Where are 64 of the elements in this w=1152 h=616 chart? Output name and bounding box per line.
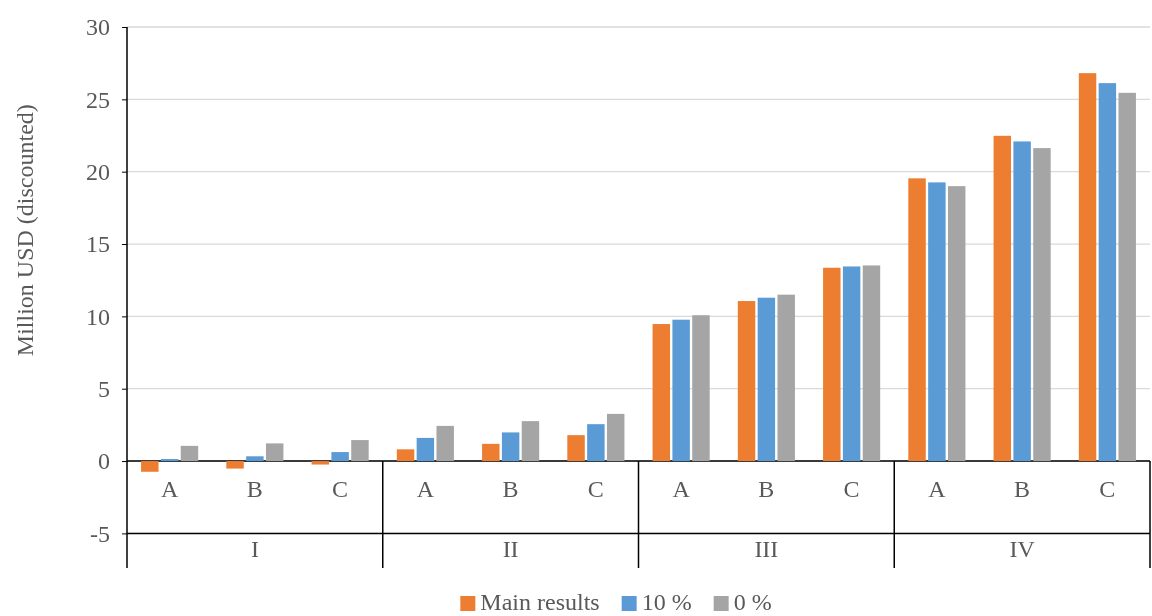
x-tick-label: C <box>1099 476 1116 503</box>
x-tick-label: C <box>843 476 860 503</box>
bar <box>757 297 776 462</box>
bar <box>436 425 454 462</box>
bar <box>928 182 946 462</box>
bar <box>1033 148 1051 462</box>
x-tick-label: A <box>160 476 179 503</box>
bar <box>692 315 710 462</box>
bar <box>396 449 415 462</box>
text: I <box>250 536 259 562</box>
y-axis-title: Million USD (discounted) <box>12 104 38 357</box>
y-tick-label: 10 <box>86 303 110 330</box>
x-tick-label: B <box>246 476 263 503</box>
x-tick-label: C <box>587 476 604 503</box>
bar <box>1013 141 1031 462</box>
x-tick-label: A <box>416 476 435 503</box>
bar <box>587 424 605 462</box>
y-tick-label: 15 <box>86 231 110 258</box>
bar <box>265 443 284 462</box>
bar <box>823 267 841 462</box>
y-tick-label: 0 <box>98 448 110 475</box>
x-tick-label: C <box>332 476 349 503</box>
text: II <box>502 536 519 562</box>
bar <box>862 265 881 462</box>
bar <box>777 294 795 462</box>
bar <box>501 432 520 462</box>
bar <box>160 459 179 462</box>
bar <box>652 324 671 462</box>
bar <box>331 452 349 462</box>
bar <box>482 443 500 462</box>
bar <box>672 319 690 462</box>
text: III <box>754 536 779 562</box>
x-tick-label: A <box>928 476 947 503</box>
bar <box>226 461 244 469</box>
bar <box>1078 73 1097 462</box>
bar <box>993 135 1012 462</box>
legend-label: 0 % <box>733 589 772 615</box>
bar <box>416 437 435 462</box>
text: IV <box>1009 536 1036 562</box>
x-tick-label: A <box>672 476 691 503</box>
x-tick-label: B <box>758 476 775 503</box>
bar <box>737 301 756 462</box>
y-tick-label: -5 <box>90 520 110 547</box>
legend-label: 10 % <box>641 589 692 615</box>
y-tick-label: 30 <box>86 14 110 41</box>
bar <box>1118 92 1136 462</box>
bar <box>908 178 926 462</box>
y-tick-label: 20 <box>86 158 110 185</box>
y-tick-label: 25 <box>86 86 110 113</box>
x-tick-label: B <box>1014 476 1031 503</box>
bar <box>1098 83 1117 462</box>
bar <box>606 413 625 462</box>
legend-label: Main results <box>480 589 600 615</box>
bar <box>141 461 159 472</box>
x-tick-label: B <box>502 476 519 503</box>
bar <box>947 186 966 462</box>
bar <box>842 266 861 462</box>
bar <box>567 435 585 462</box>
bar <box>246 456 264 462</box>
bar <box>521 421 540 462</box>
bar <box>351 440 369 462</box>
bar <box>311 461 330 465</box>
bar <box>180 445 199 462</box>
y-tick-label: 5 <box>98 375 110 402</box>
